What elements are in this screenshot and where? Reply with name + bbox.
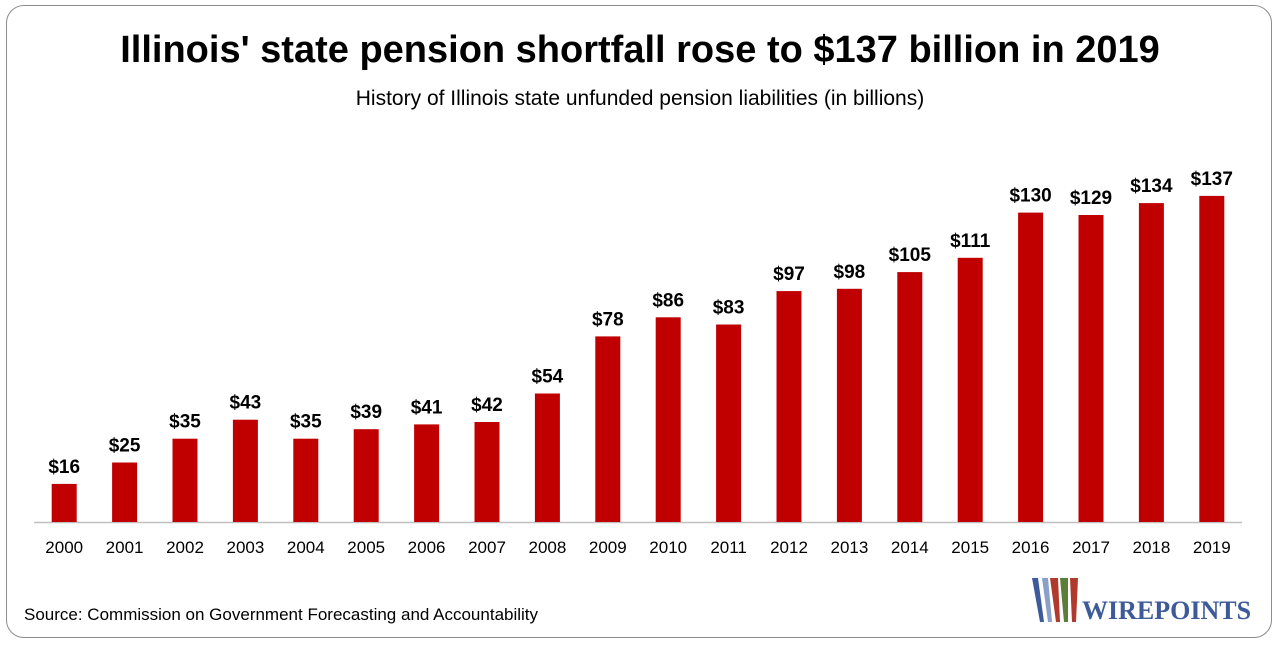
data-label-2014: $105 — [889, 245, 932, 266]
data-label-2018: $134 — [1130, 176, 1173, 197]
data-label-2010: $86 — [652, 290, 684, 311]
bar-2005 — [353, 429, 379, 522]
bar-2010 — [655, 317, 681, 522]
data-label-2015: $111 — [950, 231, 991, 252]
bar-2002 — [172, 438, 198, 522]
x-tick-label-2007: 2007 — [468, 538, 506, 557]
bar-2009 — [595, 336, 621, 522]
bar-2018 — [1138, 203, 1164, 522]
logo-mark-icon — [1032, 578, 1078, 622]
data-label-2008: $54 — [532, 367, 564, 388]
x-tick-label-2013: 2013 — [830, 538, 868, 557]
x-tick-label-2009: 2009 — [589, 538, 627, 557]
chart-subtitle: History of Illinois state unfunded pensi… — [355, 87, 925, 110]
x-tick-label-2014: 2014 — [891, 538, 929, 557]
x-tick-label-2017: 2017 — [1072, 538, 1110, 557]
x-tick-label-2006: 2006 — [408, 538, 446, 557]
data-label-2012: $97 — [773, 264, 805, 285]
chart-frame — [6, 5, 1272, 638]
bar-2003 — [232, 419, 258, 522]
source-note: Source: Commission on Government Forecas… — [24, 605, 539, 624]
x-tick-label-2010: 2010 — [649, 538, 687, 557]
data-label-2000: $16 — [48, 457, 80, 478]
x-tick-label-2018: 2018 — [1132, 538, 1170, 557]
x-tick-label-2000: 2000 — [45, 538, 83, 557]
bar-2012 — [776, 291, 802, 522]
x-tick-label-2019: 2019 — [1193, 538, 1231, 557]
bar-2007 — [474, 422, 500, 522]
x-tick-label-2016: 2016 — [1012, 538, 1050, 557]
bar-2011 — [716, 324, 742, 522]
data-label-2013: $98 — [834, 262, 866, 283]
bar-2019 — [1199, 195, 1225, 522]
data-label-2011: $83 — [713, 298, 745, 319]
x-tick-label-2004: 2004 — [287, 538, 325, 557]
bar-2013 — [836, 288, 862, 522]
chart-title: Illinois' state pension shortfall rose t… — [120, 29, 1160, 71]
bar-2008 — [534, 393, 560, 522]
bar-2004 — [293, 438, 319, 522]
data-label-2009: $78 — [592, 309, 624, 330]
bar-2001 — [112, 462, 138, 522]
bar-2000 — [51, 483, 77, 522]
x-tick-label-2008: 2008 — [528, 538, 566, 557]
bar-2017 — [1078, 215, 1104, 522]
bar-2015 — [957, 257, 983, 522]
bar-2006 — [414, 424, 440, 522]
x-tick-label-2002: 2002 — [166, 538, 204, 557]
data-label-2001: $25 — [109, 436, 141, 457]
x-tick-label-2015: 2015 — [951, 538, 989, 557]
x-tick-label-2003: 2003 — [226, 538, 264, 557]
x-tick-label-2011: 2011 — [710, 538, 747, 557]
x-tick-label-2012: 2012 — [770, 538, 808, 557]
data-label-2006: $41 — [411, 397, 443, 418]
data-label-2019: $137 — [1191, 169, 1233, 190]
bar-2014 — [897, 272, 923, 522]
data-label-2007: $42 — [471, 395, 503, 416]
data-label-2017: $129 — [1070, 188, 1112, 209]
data-label-2002: $35 — [169, 412, 201, 433]
bar-2016 — [1018, 212, 1044, 522]
data-label-2003: $43 — [230, 393, 262, 414]
x-tick-label-2005: 2005 — [347, 538, 385, 557]
data-label-2005: $39 — [350, 402, 382, 423]
x-tick-label-2001: 2001 — [106, 538, 144, 557]
wirepoints-logo: WIREPOINTS — [1032, 578, 1251, 625]
data-label-2016: $130 — [1009, 186, 1051, 207]
logo-wordmark: WIREPOINTS — [1082, 596, 1251, 625]
data-label-2004: $35 — [290, 412, 322, 433]
